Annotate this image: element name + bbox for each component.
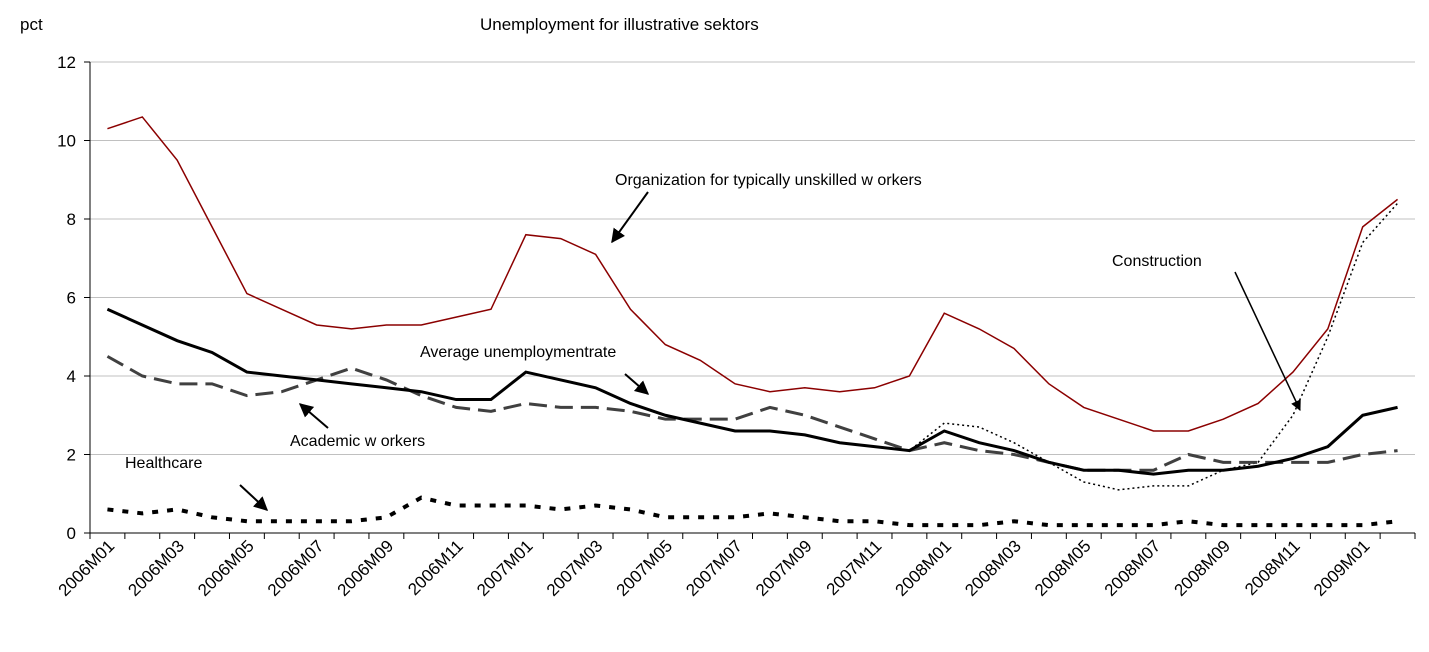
x-tick-label: 2006M03 <box>124 536 188 600</box>
y-tick-label: 8 <box>67 210 76 229</box>
x-tick-label: 2008M09 <box>1170 536 1234 600</box>
x-tick-label: 2006M05 <box>194 536 258 600</box>
series-line <box>106 355 1398 472</box>
y-tick-label: 0 <box>67 524 76 543</box>
x-tick-label: 2006M01 <box>55 536 119 600</box>
x-tick-label: 2007M09 <box>752 536 816 600</box>
x-tick-label: 2009M01 <box>1310 536 1374 600</box>
annotation: Construction <box>1112 253 1202 270</box>
x-tick-label: 2006M07 <box>264 536 328 600</box>
y-tick-label: 12 <box>57 53 76 72</box>
y-axis-label: pct <box>20 15 43 34</box>
chart-title: Unemployment for illustrative sektors <box>480 15 759 34</box>
series-line <box>107 116 1399 432</box>
arrow <box>1234 271 1301 411</box>
x-tick-label: 2008M07 <box>1101 536 1165 600</box>
x-tick-label: 2008M05 <box>1031 536 1095 600</box>
series-line <box>107 202 1399 491</box>
y-tick-label: 10 <box>57 132 76 151</box>
x-tick-label: 2007M07 <box>682 536 746 600</box>
x-tick-label: 2008M03 <box>961 536 1025 600</box>
y-tick-label: 6 <box>67 289 76 308</box>
arrow <box>239 484 269 511</box>
y-tick-label: 2 <box>67 446 76 465</box>
arrow <box>624 373 650 395</box>
x-tick-label: 2007M01 <box>473 536 537 600</box>
x-tick-label: 2007M11 <box>823 536 886 599</box>
x-tick-label: 2006M09 <box>334 536 398 600</box>
y-tick-label: 4 <box>67 367 76 386</box>
annotation: Average unemploymentrate <box>420 344 616 361</box>
x-tick-label: 2008M11 <box>1241 536 1304 599</box>
arrow <box>298 403 329 429</box>
x-tick-label: 2008M01 <box>892 536 956 600</box>
annotation: Healthcare <box>125 455 202 472</box>
series-line <box>106 307 1398 476</box>
annotation: Academic w orkers <box>290 433 425 450</box>
annotation: Organization for typically unskilled w o… <box>615 172 922 189</box>
arrow <box>611 191 649 244</box>
series-line <box>107 495 1398 528</box>
x-tick-label: 2007M03 <box>543 536 607 600</box>
x-tick-label: 2006M11 <box>404 536 467 599</box>
x-tick-label: 2007M05 <box>613 536 677 600</box>
